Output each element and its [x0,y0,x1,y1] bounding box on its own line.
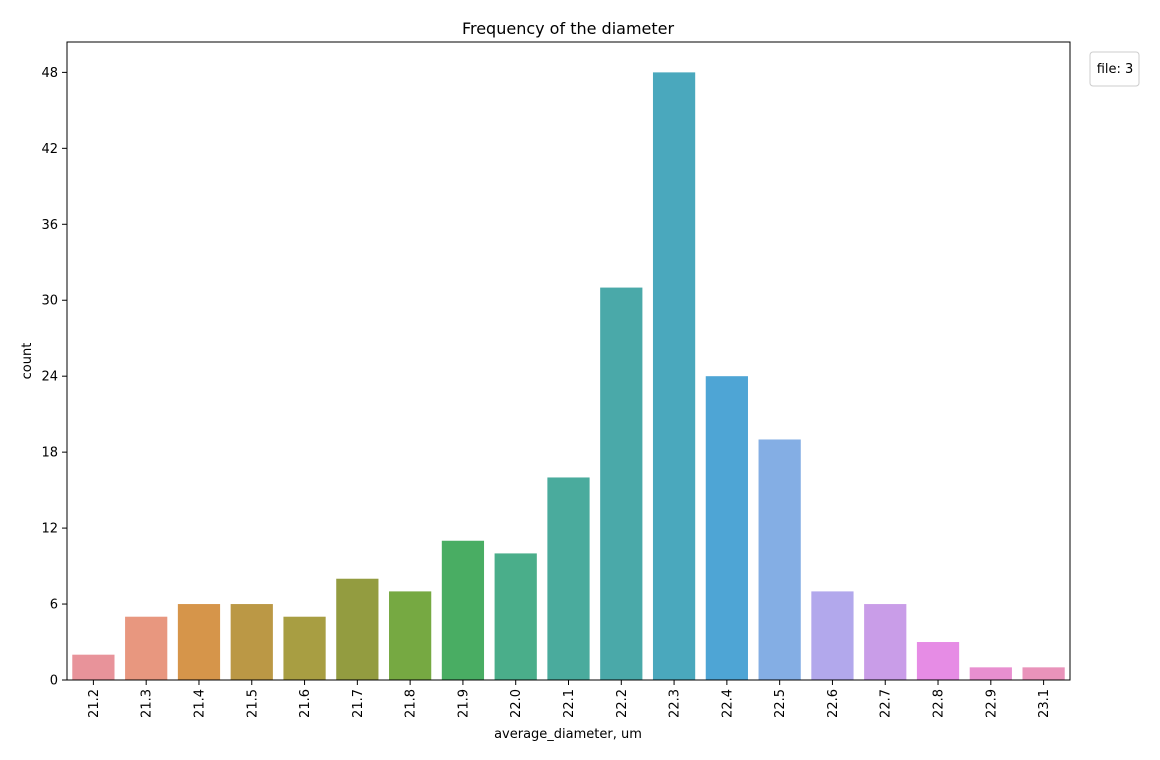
bar-21.6 [283,616,326,680]
bar-22.4 [705,376,748,680]
legend-box [1089,51,1140,87]
x-tick-label: 21.5 [245,689,260,718]
x-tick-label: 21.6 [298,689,313,718]
bar-21.7 [336,578,379,680]
bar-22.6 [811,591,854,680]
x-tick-label: 22.2 [615,689,630,718]
x-tick-label: 23.1 [1037,689,1052,718]
bar-21.2 [72,654,115,680]
y-tick-label: 48 [41,66,58,81]
bar-22.8 [916,642,960,680]
x-axis: 21.2 21.3 21.4 21.5 21.6 21.7 21.8 21.9 22.0 22.1… [87,680,1052,718]
y-axis-label: count [20,343,35,380]
x-tick-label: 21.9 [456,689,471,718]
bar-22.3 [652,72,696,680]
chart-title: Frequency of the diameter [462,19,675,38]
legend: file: 3 [1089,51,1140,87]
x-tick-label: 22.4 [720,689,735,718]
x-tick-label: 22.5 [773,689,788,718]
legend-title: file: 3 [1097,62,1134,77]
x-tick-label: 22.1 [562,689,577,718]
bar-22.5 [758,439,801,680]
y-tick-label: 36 [41,218,58,233]
y-tick-label: 18 [41,446,58,461]
y-tick-label: 0 [50,674,58,689]
bars-group [72,72,1065,680]
x-tick-label: 21.4 [192,689,207,718]
x-tick-label: 21.8 [404,689,419,718]
y-tick-label: 24 [41,370,58,385]
bar-21.9 [441,540,485,680]
x-tick-label: 21.2 [87,689,102,718]
y-tick-label: 12 [41,522,58,537]
bar-22.1 [547,477,590,680]
y-tick-label: 6 [50,598,58,613]
bar-22.7 [864,604,907,680]
x-tick-label: 22.6 [826,689,841,718]
x-tick-label: 22.0 [509,689,524,718]
x-tick-label: 22.9 [984,689,999,718]
y-axis: 0 6 12 18 24 30 36 42 48 [41,66,67,689]
x-tick-label: 22.7 [879,689,894,718]
x-tick-label: 22.3 [668,689,683,718]
bar-21.5 [230,604,273,680]
x-tick-label: 21.7 [351,689,366,718]
bar-23.1 [1022,667,1065,680]
x-axis-label: average_diameter, um [494,727,642,742]
y-tick-label: 42 [41,142,58,157]
x-tick-label: 21.3 [140,689,155,718]
bar-22.9 [969,667,1012,680]
bar-22.2 [600,287,643,680]
bar-22.0 [494,553,537,680]
bar-21.4 [177,604,221,680]
x-tick-label: 22.8 [932,689,947,718]
y-tick-label: 30 [41,294,58,309]
bar-21.8 [389,591,432,680]
bar-21.3 [125,616,168,680]
